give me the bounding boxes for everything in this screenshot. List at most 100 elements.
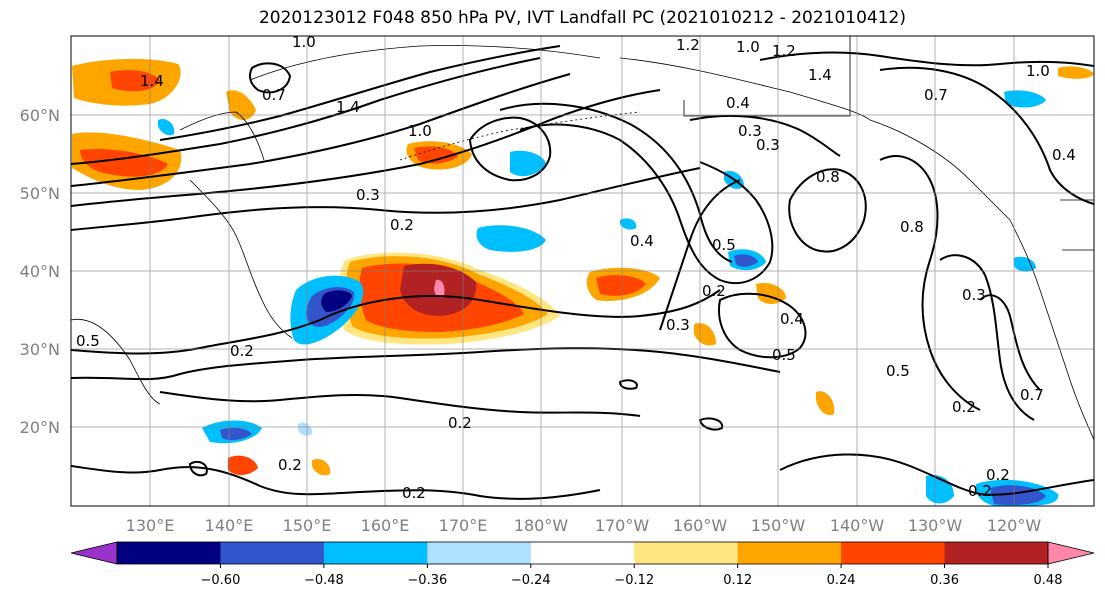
lon-label: 140°E (205, 516, 254, 535)
contour-label: 0.2 (390, 216, 414, 234)
contour-label: 0.8 (816, 168, 840, 186)
colorbar-swatch (117, 542, 221, 564)
lon-label: 170°E (439, 516, 488, 535)
shade-okhotsk-cyan (158, 118, 175, 136)
lat-label: 60°N (20, 106, 60, 125)
contour-label: 0.5 (76, 332, 100, 350)
contour-aleut-loop (468, 116, 552, 182)
lon-label: 150°W (751, 516, 806, 535)
shade-170w-red (596, 275, 646, 296)
contour-label: 1.2 (772, 42, 796, 60)
lon-label: 150°E (283, 516, 332, 535)
contour-label: 1.4 (140, 72, 164, 90)
contour-140w-loop (788, 168, 867, 253)
colorbar-swatch (530, 542, 635, 564)
colorbar-swatch (220, 542, 325, 564)
colorbar-tick-label: −0.48 (304, 573, 344, 588)
shade-150w-blue (734, 254, 758, 267)
latitude-labels: 60°N 50°N 40°N 30°N 20°N (20, 106, 60, 437)
contour-label: 0.5 (772, 346, 796, 364)
contour-label: 0.7 (1020, 386, 1044, 404)
contour-alaska-gulf (689, 114, 841, 157)
contour-label: 0.8 (900, 218, 924, 236)
lon-label: 170°W (595, 516, 650, 535)
lat-label: 30°N (20, 340, 60, 359)
shade-central-pink (434, 279, 445, 298)
colorbar-tick-label: −0.36 (407, 573, 447, 588)
lon-label: 160°W (673, 516, 728, 535)
contour-label: 0.3 (666, 316, 690, 334)
contour-label: 0.4 (630, 232, 654, 250)
contour-south-east (779, 453, 1094, 496)
colorbar-swatch (737, 542, 842, 564)
contour-5 (71, 89, 661, 207)
contour-label: 0.3 (738, 122, 762, 140)
map-title: 2020123012 F048 850 hPa PV, IVT Landfall… (258, 8, 906, 28)
colorbar-frame (116, 541, 1049, 565)
shade-ne-orange (1058, 66, 1094, 79)
contour-small-4 (249, 62, 292, 94)
contour-7 (71, 57, 541, 165)
contour-8 (159, 45, 561, 141)
coast-alaska-s (869, 119, 1011, 221)
contour-label: 1.0 (408, 122, 432, 140)
contour-label: 0.2 (448, 414, 472, 432)
colorbar-swatch (634, 542, 739, 564)
contour-6 (71, 73, 571, 187)
shade-aleut-red (414, 146, 458, 164)
colorbar-swatch (944, 542, 1049, 564)
lon-label: 140°W (830, 516, 885, 535)
colorbar-tick-label: 0.36 (930, 573, 959, 588)
contour-1 (71, 347, 781, 381)
contour-label: 0.3 (756, 136, 780, 154)
contour-label: 0.2 (952, 398, 976, 416)
contour-label: 1.2 (676, 36, 700, 54)
coast-asia-se (71, 318, 161, 405)
border-canada-us (1060, 199, 1094, 251)
border-alaska (683, 36, 851, 117)
coast-japan (189, 179, 293, 339)
pv-contours (71, 45, 1094, 500)
colorbar-tick-label: 0.48 (1034, 573, 1063, 588)
colorbar-swatch (323, 542, 428, 564)
map-panel: 1.0 1.2 1.0 1.2 1.4 1.0 1.4 0.7 1.4 0.4 … (70, 33, 1095, 507)
contour-2 (159, 391, 641, 417)
contour-label: 0.7 (262, 86, 286, 104)
shade-sw-blue (220, 427, 252, 441)
shade-140w-orange (816, 391, 835, 416)
coast-alaska-w (619, 57, 871, 121)
contour-label: 1.4 (336, 98, 360, 116)
colorbar-tick-label: −0.24 (511, 573, 551, 588)
contour-label: 0.2 (278, 456, 302, 474)
colorbar-extend-low (70, 541, 118, 565)
contour-small-3 (188, 460, 208, 477)
colorbar-tick-label: −0.60 (201, 573, 241, 588)
contour-label: 0.4 (780, 310, 804, 328)
lat-label: 40°N (20, 262, 60, 281)
contour-label: 1.0 (1026, 62, 1050, 80)
shade-sw-red (228, 455, 258, 476)
shade-mid-cyan (476, 225, 546, 252)
shade-south-orange (312, 458, 331, 476)
contour-label: 0.2 (402, 484, 426, 502)
lon-label: 130°W (908, 516, 963, 535)
shade-sw-lightblue (298, 422, 313, 436)
contour-0 (71, 289, 721, 355)
lon-label: 130°E (126, 516, 175, 535)
contour-label: 0.3 (962, 286, 986, 304)
longitude-labels: 130°E 140°E 150°E 160°E 170°E 180°W 170°… (126, 516, 1042, 535)
contour-130w-trough (939, 254, 1035, 421)
shade-170w-cyan (620, 218, 637, 230)
map-frame (70, 35, 1095, 507)
contour-small-1 (698, 417, 724, 431)
colorbar-extend-high (1047, 541, 1095, 565)
contour-label: 1.4 (808, 66, 832, 84)
contour-150w-loop (718, 292, 807, 359)
colorbar-tick-label: 0.24 (827, 573, 856, 588)
contour-loop-a (519, 123, 774, 285)
contour-label: 1.0 (292, 33, 316, 51)
contour-label: 0.4 (1052, 146, 1076, 164)
contour-170w (659, 179, 741, 331)
coast-na-west (1009, 219, 1094, 441)
